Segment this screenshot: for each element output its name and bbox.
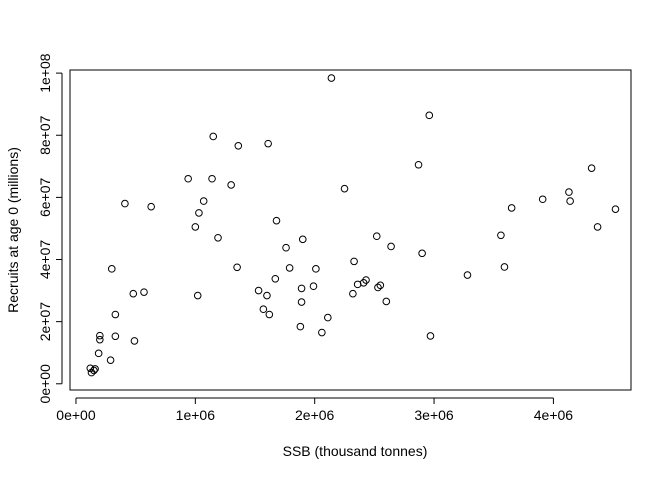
data-point bbox=[566, 197, 574, 205]
data-point bbox=[106, 356, 115, 364]
data-point bbox=[362, 276, 370, 284]
data-point bbox=[96, 335, 104, 344]
x-tick-label: 0e+00 bbox=[56, 407, 96, 423]
data-point bbox=[497, 231, 505, 240]
data-point bbox=[191, 223, 200, 231]
data-point bbox=[130, 337, 139, 345]
x-tick-label: 4e+06 bbox=[534, 407, 574, 423]
data-point bbox=[107, 265, 116, 273]
data-point bbox=[94, 349, 103, 358]
data-point bbox=[463, 271, 472, 279]
data-point bbox=[214, 233, 222, 242]
data-point bbox=[90, 366, 98, 375]
data-point bbox=[327, 74, 336, 82]
data-point bbox=[426, 332, 435, 340]
data-point bbox=[296, 322, 305, 331]
plot-area-border bbox=[69, 69, 632, 391]
data-point bbox=[500, 263, 509, 271]
data-point bbox=[507, 204, 516, 212]
data-point bbox=[587, 164, 596, 172]
data-point bbox=[298, 235, 307, 244]
data-point bbox=[414, 160, 423, 169]
data-point bbox=[285, 264, 294, 272]
data-point bbox=[208, 174, 216, 183]
data-point bbox=[340, 184, 349, 193]
data-point bbox=[195, 209, 203, 217]
data-point bbox=[227, 181, 235, 189]
data-point bbox=[318, 328, 326, 337]
y-axis-label: Recruits at age 0 (millions) bbox=[5, 147, 21, 313]
y-tick-label: 0e+00 bbox=[37, 364, 53, 404]
y-tick-label: 1e+08 bbox=[37, 53, 53, 93]
data-point bbox=[129, 289, 138, 298]
data-points bbox=[86, 74, 620, 377]
data-point bbox=[565, 188, 573, 196]
data-point bbox=[611, 205, 620, 213]
data-point bbox=[209, 132, 218, 141]
data-point bbox=[538, 195, 547, 204]
data-point bbox=[193, 291, 202, 300]
data-point bbox=[350, 257, 358, 266]
data-point bbox=[272, 216, 281, 225]
data-point bbox=[263, 291, 271, 300]
data-point bbox=[184, 174, 192, 183]
data-point bbox=[96, 331, 104, 340]
data-point bbox=[312, 265, 320, 273]
y-tick-label: 4e+07 bbox=[37, 240, 53, 280]
y-tick-label: 8e+07 bbox=[37, 115, 53, 155]
data-point bbox=[349, 289, 357, 298]
data-point bbox=[264, 139, 272, 148]
x-tick-label: 1e+06 bbox=[176, 407, 216, 423]
y-tick-label: 2e+07 bbox=[37, 302, 53, 342]
data-point bbox=[140, 288, 148, 296]
data-point bbox=[374, 283, 382, 292]
data-point bbox=[382, 297, 391, 306]
data-point bbox=[234, 142, 243, 150]
data-point bbox=[418, 249, 426, 258]
data-point bbox=[233, 263, 241, 272]
y-axis: 0e+00 2e+07 4e+07 6e+07 8e+07 1e+08 bbox=[37, 53, 63, 404]
data-point bbox=[324, 313, 332, 322]
data-point bbox=[593, 223, 602, 231]
data-point bbox=[111, 332, 120, 341]
data-point bbox=[309, 282, 318, 291]
x-tick-label: 3e+06 bbox=[414, 407, 454, 423]
data-point bbox=[121, 199, 129, 208]
data-point bbox=[147, 202, 155, 211]
data-point bbox=[271, 274, 280, 283]
data-point bbox=[376, 281, 385, 290]
data-point bbox=[254, 286, 263, 295]
x-axis: 0e+00 1e+06 2e+06 3e+06 4e+06 bbox=[56, 397, 574, 423]
data-point bbox=[199, 197, 208, 205]
data-point bbox=[91, 365, 99, 373]
data-point bbox=[111, 310, 120, 319]
data-point bbox=[372, 232, 381, 241]
data-point bbox=[297, 284, 306, 293]
data-point bbox=[282, 243, 290, 252]
data-point bbox=[425, 111, 434, 120]
x-tick-label: 2e+06 bbox=[295, 407, 335, 423]
data-point bbox=[259, 305, 268, 314]
data-point bbox=[387, 242, 395, 251]
y-tick-label: 6e+07 bbox=[37, 178, 53, 218]
data-point bbox=[297, 298, 306, 306]
x-axis-label: SSB (thousand tonnes) bbox=[283, 443, 428, 459]
data-point bbox=[265, 310, 274, 319]
